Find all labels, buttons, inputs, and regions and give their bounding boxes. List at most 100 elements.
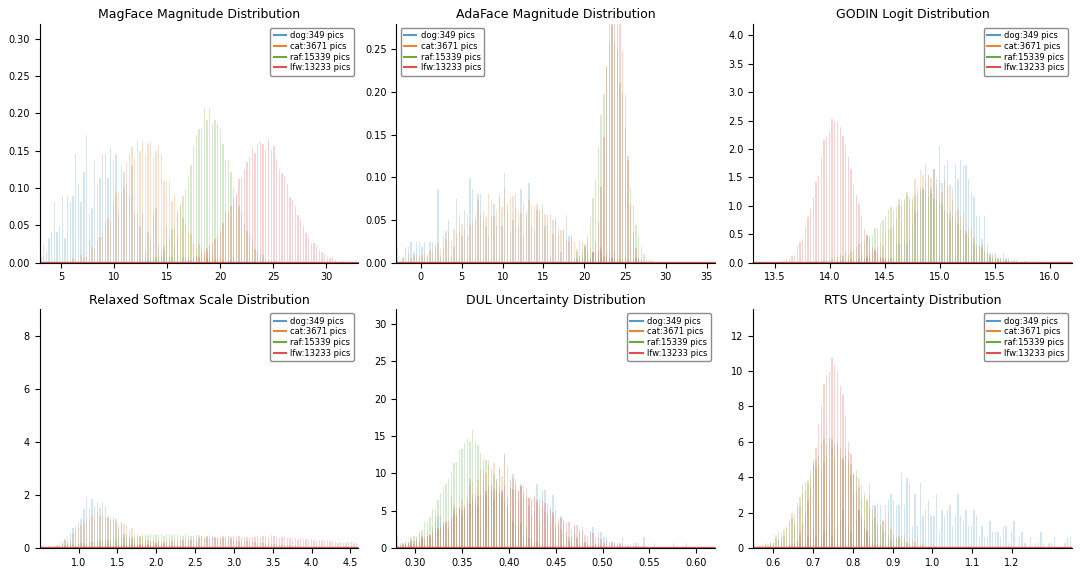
Bar (839, 255, 841, 263)
Bar (842, 458, 843, 548)
cat:3671 pics (804, 259, 816, 266)
Bar (72, 258, 73, 263)
Bar (638, 262, 639, 263)
Bar (448, 521, 449, 548)
Bar (337, 547, 339, 548)
Bar (139, 536, 140, 548)
Bar (978, 537, 980, 548)
Bar (488, 460, 489, 548)
raf:15339 pics (708, 259, 721, 266)
Bar (859, 204, 860, 263)
Bar (496, 479, 498, 548)
Bar (228, 540, 229, 548)
Bar (266, 536, 267, 548)
Bar (440, 527, 442, 548)
dog:349 pics (603, 259, 616, 266)
cat:3671 pics (534, 259, 546, 266)
Bar (461, 516, 462, 548)
Bar (78, 184, 79, 263)
Bar (239, 541, 240, 548)
Bar (584, 244, 585, 263)
Bar (99, 178, 100, 263)
Bar (475, 506, 476, 548)
Bar (459, 506, 460, 548)
lfw:13233 pics (708, 259, 721, 266)
Bar (573, 242, 575, 263)
Bar (161, 543, 162, 548)
Bar (166, 545, 167, 548)
cat:3671 pics (246, 259, 259, 266)
Bar (1013, 521, 1015, 548)
Bar (786, 258, 787, 263)
Bar (59, 226, 60, 263)
Bar (190, 165, 191, 263)
Bar (126, 545, 127, 548)
Bar (244, 541, 245, 548)
lfw:13233 pics (934, 259, 947, 266)
Bar (757, 547, 758, 548)
Bar (1035, 543, 1036, 548)
dog:349 pics (472, 259, 485, 266)
Bar (571, 540, 572, 548)
Bar (944, 179, 945, 263)
Bar (501, 492, 503, 548)
Bar (909, 545, 910, 548)
Bar (526, 527, 527, 548)
Bar (901, 472, 903, 548)
Bar (470, 178, 471, 263)
Bar (813, 463, 814, 548)
Bar (904, 505, 905, 548)
Bar (818, 455, 820, 548)
Bar (467, 516, 468, 548)
Bar (899, 244, 900, 263)
Bar (423, 537, 426, 548)
Bar (172, 541, 173, 548)
Bar (72, 547, 73, 548)
Bar (885, 523, 887, 548)
Bar (877, 544, 878, 548)
Bar (882, 245, 883, 263)
Bar (850, 464, 851, 548)
Bar (129, 196, 130, 263)
Bar (861, 498, 862, 548)
Bar (214, 120, 216, 263)
Bar (147, 544, 149, 548)
Bar (775, 539, 777, 548)
Bar (107, 218, 109, 263)
Bar (611, 257, 612, 263)
Bar (573, 257, 575, 263)
cat:3671 pics (828, 259, 841, 266)
Bar (828, 516, 831, 548)
Bar (414, 536, 415, 548)
Bar (917, 539, 918, 548)
Bar (512, 489, 513, 548)
Bar (65, 544, 66, 548)
Bar (158, 535, 160, 548)
Bar (640, 262, 642, 263)
Bar (879, 525, 881, 548)
Bar (118, 537, 119, 548)
Bar (295, 547, 296, 548)
Bar (579, 257, 580, 263)
Title: AdaFace Magnitude Distribution: AdaFace Magnitude Distribution (456, 8, 656, 21)
Bar (845, 415, 847, 548)
Bar (427, 536, 428, 548)
Bar (933, 199, 934, 263)
Bar (134, 160, 135, 263)
Bar (644, 537, 645, 548)
Bar (507, 497, 509, 548)
cat:3671 pics (390, 544, 403, 551)
Bar (230, 539, 232, 548)
Bar (472, 430, 473, 548)
Bar (129, 537, 130, 548)
dog:349 pics (1065, 259, 1078, 266)
Bar (850, 259, 851, 263)
raf:15339 pics (746, 544, 759, 551)
Bar (1038, 543, 1039, 548)
Bar (199, 538, 200, 548)
Bar (869, 537, 870, 548)
Bar (926, 165, 927, 263)
Bar (143, 214, 144, 263)
Bar (534, 231, 535, 263)
cat:3671 pics (472, 544, 485, 551)
